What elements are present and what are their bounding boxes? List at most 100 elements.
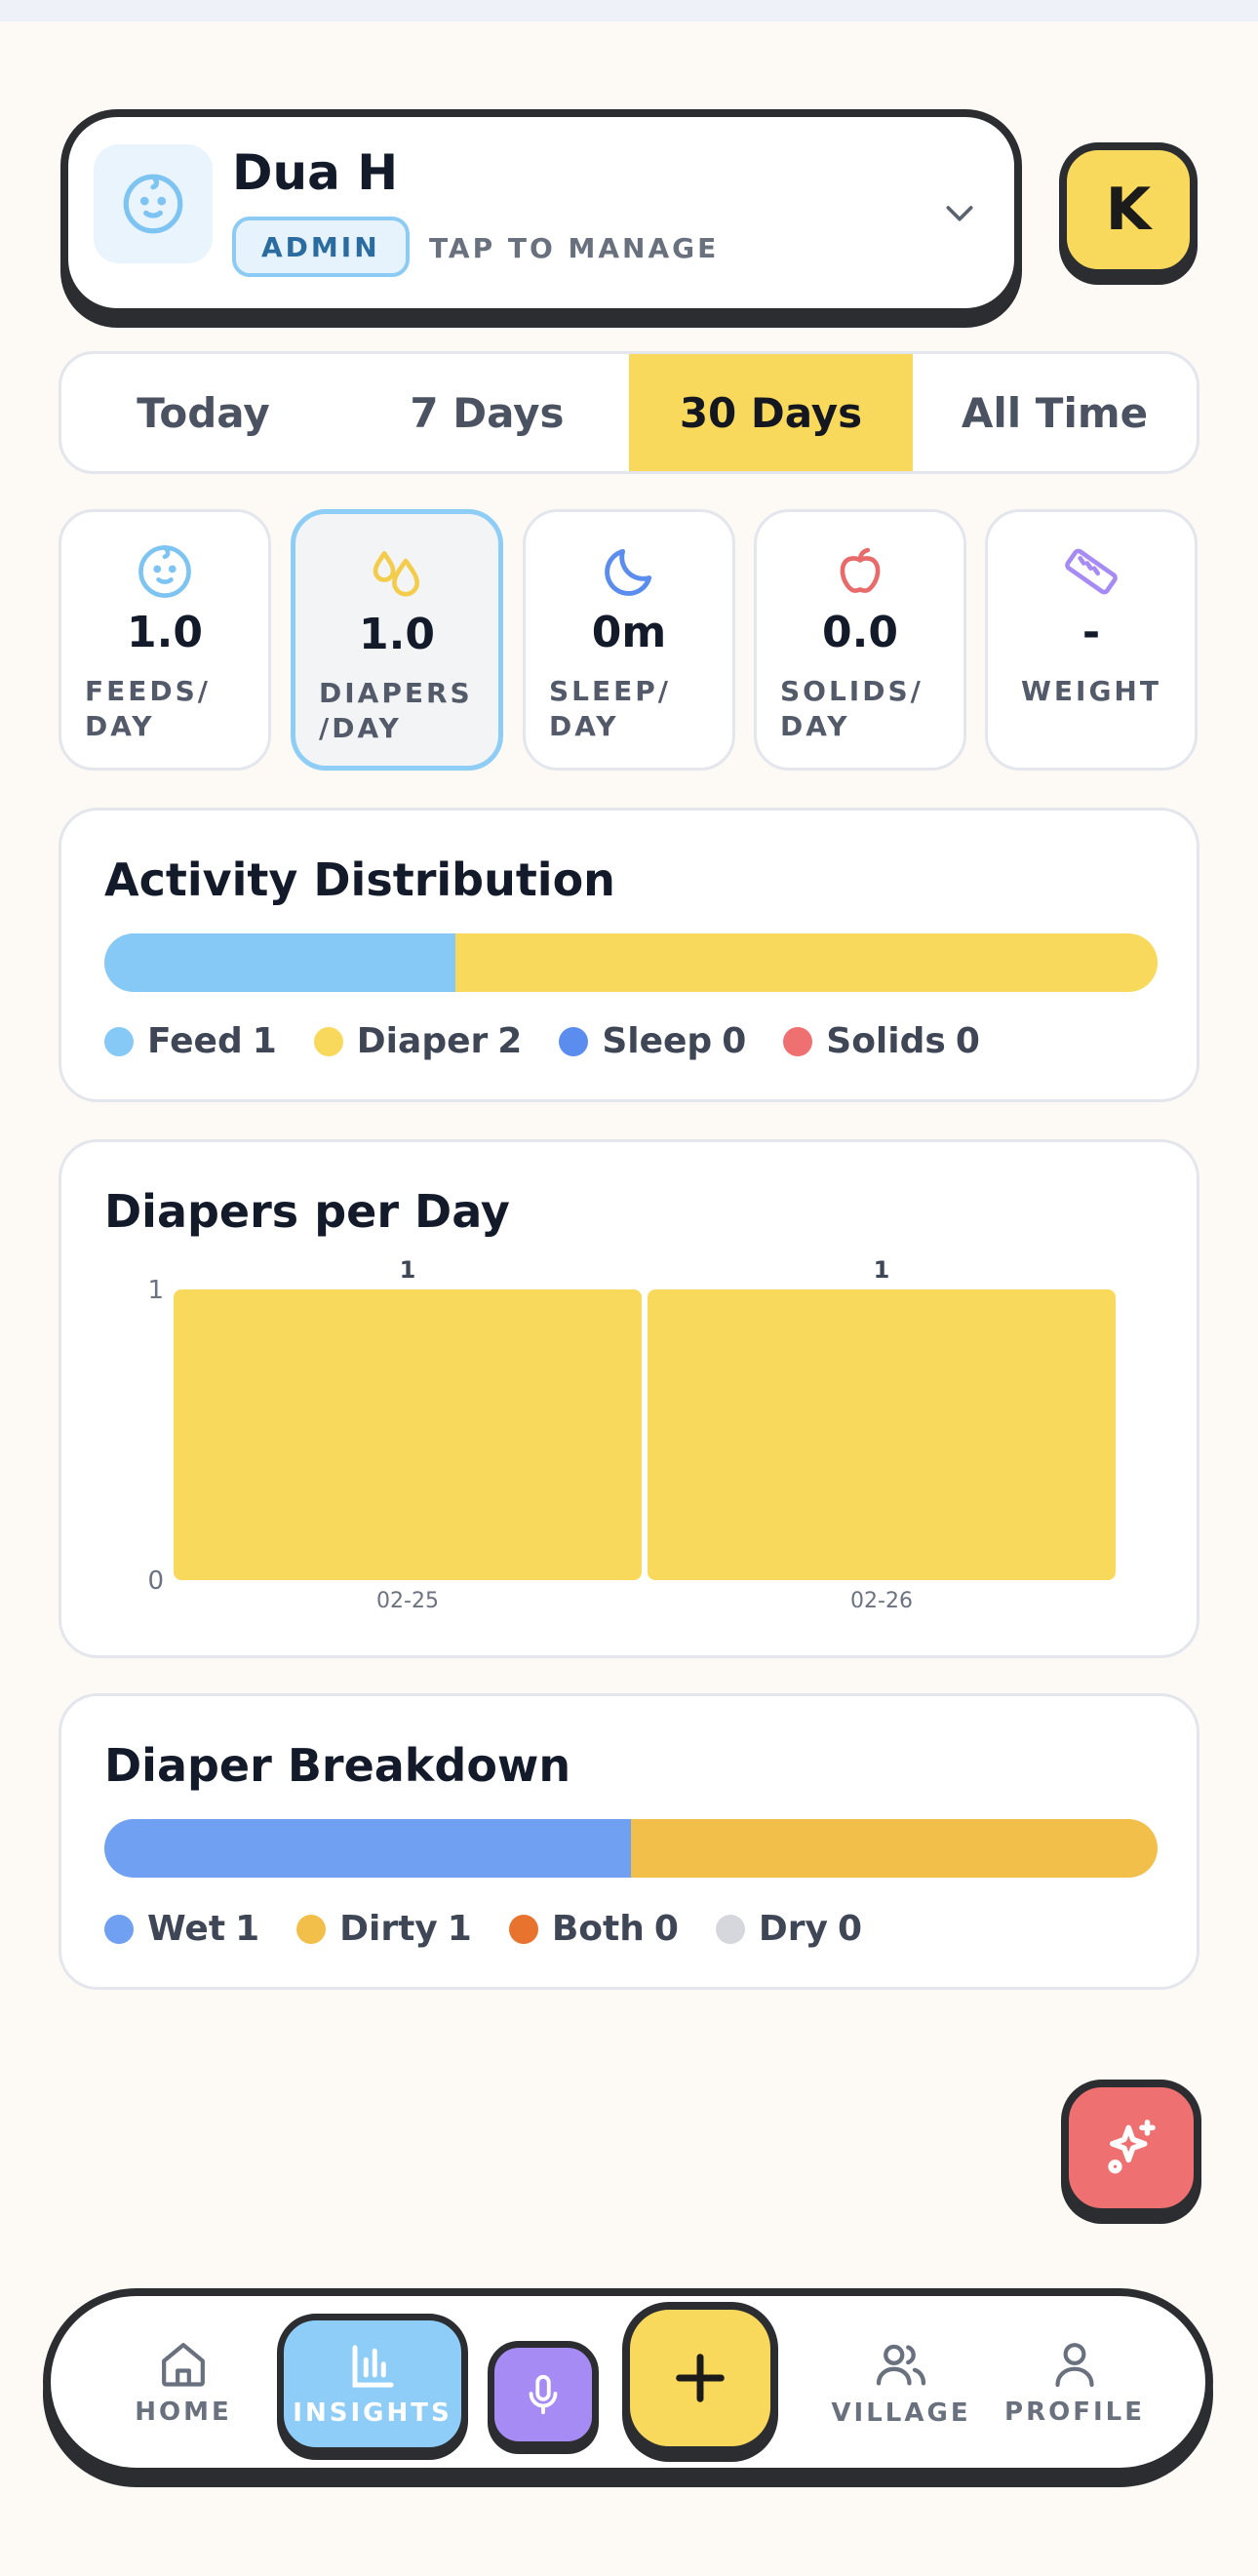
stat-value: - [1081, 608, 1101, 657]
nav-home[interactable]: HOME [115, 2296, 252, 2468]
stat-card-solids[interactable]: 0.0 SOLIDS/DAY [754, 509, 966, 771]
stat-card-diapers[interactable]: 1.0 DIAPERS/DAY [291, 509, 503, 771]
bar-segment-wet [104, 1819, 631, 1878]
chart-title: Diapers per Day [104, 1185, 510, 1238]
legend-item-solids: Solids 0 [783, 1021, 980, 1061]
nav-insights[interactable]: INSIGHTS [277, 2314, 468, 2454]
home-icon [162, 2343, 205, 2387]
add-entry-button[interactable] [622, 2302, 778, 2454]
legend-count: 0 [653, 1909, 679, 1949]
legend-item-dry: Dry 0 [715, 1909, 863, 1949]
legend-item-both: Both 0 [508, 1909, 679, 1949]
stat-card-sleep[interactable]: 0m SLEEP/DAY [523, 509, 735, 771]
diaper-breakdown-card: Diaper Breakdown Wet 1 Dirty 1 Both 0 Dr… [59, 1693, 1199, 1990]
diapers-per-day-chart: 1 0 1 02-25 1 02-26 [147, 1256, 1116, 1613]
legend-name: Both [551, 1909, 645, 1949]
activity-distribution-card: Activity Distribution Feed 1 Diaper 2 Sl… [59, 808, 1199, 1102]
tab-30-days[interactable]: 30 Days [629, 354, 913, 471]
people-icon [876, 2344, 926, 2386]
legend-dot [559, 1026, 589, 1056]
nav-village[interactable]: VILLAGE [823, 2296, 979, 2468]
nav-label: INSIGHTS [293, 2398, 452, 2428]
legend-item-feed: Feed 1 [104, 1021, 277, 1061]
baby-name: Dua H [232, 144, 399, 201]
chevron-down-icon[interactable] [940, 193, 979, 232]
status-bar-strip [0, 0, 1258, 21]
activity-distribution-bar [104, 933, 1158, 992]
tab-today[interactable]: Today [137, 388, 270, 437]
stat-label: SOLIDS/DAY [780, 675, 924, 742]
legend-item-wet: Wet 1 [104, 1909, 259, 1949]
legend-count: 1 [252, 1021, 277, 1061]
x-tick-label: 02-26 [850, 1589, 913, 1613]
ai-assistant-button[interactable] [1061, 2080, 1201, 2216]
role-badge: ADMIN [232, 217, 410, 277]
stat-value: 0m [591, 608, 667, 657]
mic-icon [529, 2374, 558, 2415]
legend-count: 1 [235, 1909, 260, 1949]
stat-value: 1.0 [359, 610, 435, 659]
diaper-breakdown-bar [104, 1819, 1158, 1878]
legend-item-dirty: Dirty 1 [296, 1909, 472, 1949]
bar-value-label: 1 [400, 1256, 416, 1284]
legend-name: Solids [826, 1021, 946, 1061]
bar-chart-icon [352, 2345, 394, 2388]
moon-icon [605, 548, 652, 596]
sparkle-icon [1108, 2120, 1156, 2174]
nav-profile[interactable]: PROFILE [997, 2296, 1153, 2468]
stat-card-feeds[interactable]: 1.0 FEEDS/DAY [59, 509, 271, 771]
bottom-nav: HOME INSIGHTS VILLAGE PROFILE [43, 2288, 1213, 2476]
legend-name: Dirty [339, 1909, 438, 1949]
stat-value: 0.0 [822, 608, 898, 657]
x-tick-label: 02-25 [376, 1589, 439, 1613]
baby-avatar [94, 144, 213, 263]
bar-segment-dirty [631, 1819, 1158, 1878]
legend-count: 0 [838, 1909, 863, 1949]
legend-name: Diaper [356, 1021, 489, 1061]
tab-all-time[interactable]: All Time [961, 388, 1149, 437]
nav-label: PROFILE [1004, 2398, 1145, 2427]
card-title: Diaper Breakdown [104, 1739, 571, 1792]
manage-hint: TAP TO MANAGE [429, 232, 720, 264]
legend-name: Dry [758, 1909, 829, 1949]
y-tick-label: 1 [147, 1276, 164, 1305]
legend-name: Wet [147, 1909, 226, 1949]
nav-label: VILLAGE [831, 2398, 971, 2428]
legend-count: 2 [497, 1021, 523, 1061]
stat-card-weight[interactable]: - WEIGHT [985, 509, 1198, 771]
tab-7-days[interactable]: 7 Days [410, 388, 565, 437]
y-tick-label: 0 [147, 1566, 164, 1596]
nav-label: HOME [135, 2398, 232, 2427]
bar-segment-feed [104, 933, 455, 992]
person-icon [1055, 2343, 1094, 2388]
bar [648, 1289, 1116, 1580]
legend-count: 0 [955, 1021, 980, 1061]
legend-dot [313, 1026, 343, 1056]
baby-face-icon [123, 174, 183, 234]
apple-icon [840, 547, 881, 593]
stat-label: FEEDS/DAY [85, 675, 212, 742]
legend-name: Sleep [602, 1021, 713, 1061]
legend-dot [783, 1026, 813, 1056]
legend-item-diaper: Diaper 2 [313, 1021, 523, 1061]
legend-dot [508, 1914, 538, 1944]
bar-segment-diaper [454, 933, 1158, 992]
bar [174, 1289, 642, 1580]
baby-face-icon [138, 545, 191, 598]
stat-value: 1.0 [127, 608, 203, 657]
legend-name: Feed [147, 1021, 243, 1061]
baby-profile-card[interactable]: Dua H ADMIN TAP TO MANAGE [60, 109, 1022, 316]
voice-input-button[interactable] [488, 2341, 599, 2448]
bar-value-label: 1 [874, 1256, 890, 1284]
legend-dot [104, 1914, 134, 1944]
plus-icon [676, 2354, 725, 2402]
diaper-legend: Wet 1 Dirty 1 Both 0 Dry 0 [104, 1909, 862, 1949]
droplets-icon [373, 551, 419, 597]
activity-legend: Feed 1 Diaper 2 Sleep 0 Solids 0 [104, 1021, 980, 1061]
legend-dot [715, 1914, 745, 1944]
stat-label: WEIGHT [1021, 675, 1161, 707]
stat-label: SLEEP/DAY [549, 675, 672, 742]
ruler-icon [1065, 548, 1118, 595]
user-avatar-button[interactable]: K [1059, 142, 1198, 277]
card-title: Activity Distribution [104, 853, 615, 906]
